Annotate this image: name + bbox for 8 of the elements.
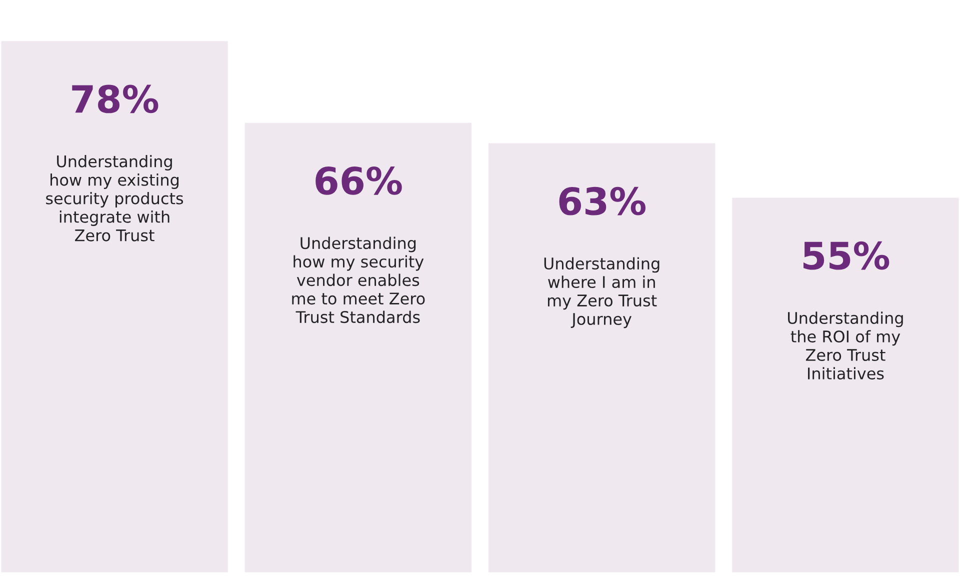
data-label: 66% <box>316 166 402 195</box>
data-label: 78% <box>72 84 158 114</box>
x-tick-label: Understanding how my existing security products integrate with Zero Trust <box>46 155 184 242</box>
data-label: 63% <box>559 186 646 216</box>
data-label: 55% <box>803 241 890 270</box>
x-tick-label: Understanding the ROI of my Zero Trust Initiatives <box>788 312 903 380</box>
x-tick-label: Understanding how my security vendor enables me to meet Zero Trust Standards <box>292 236 425 324</box>
x-tick-label: Understanding where I am in my Zero Trust Journey <box>544 257 660 328</box>
